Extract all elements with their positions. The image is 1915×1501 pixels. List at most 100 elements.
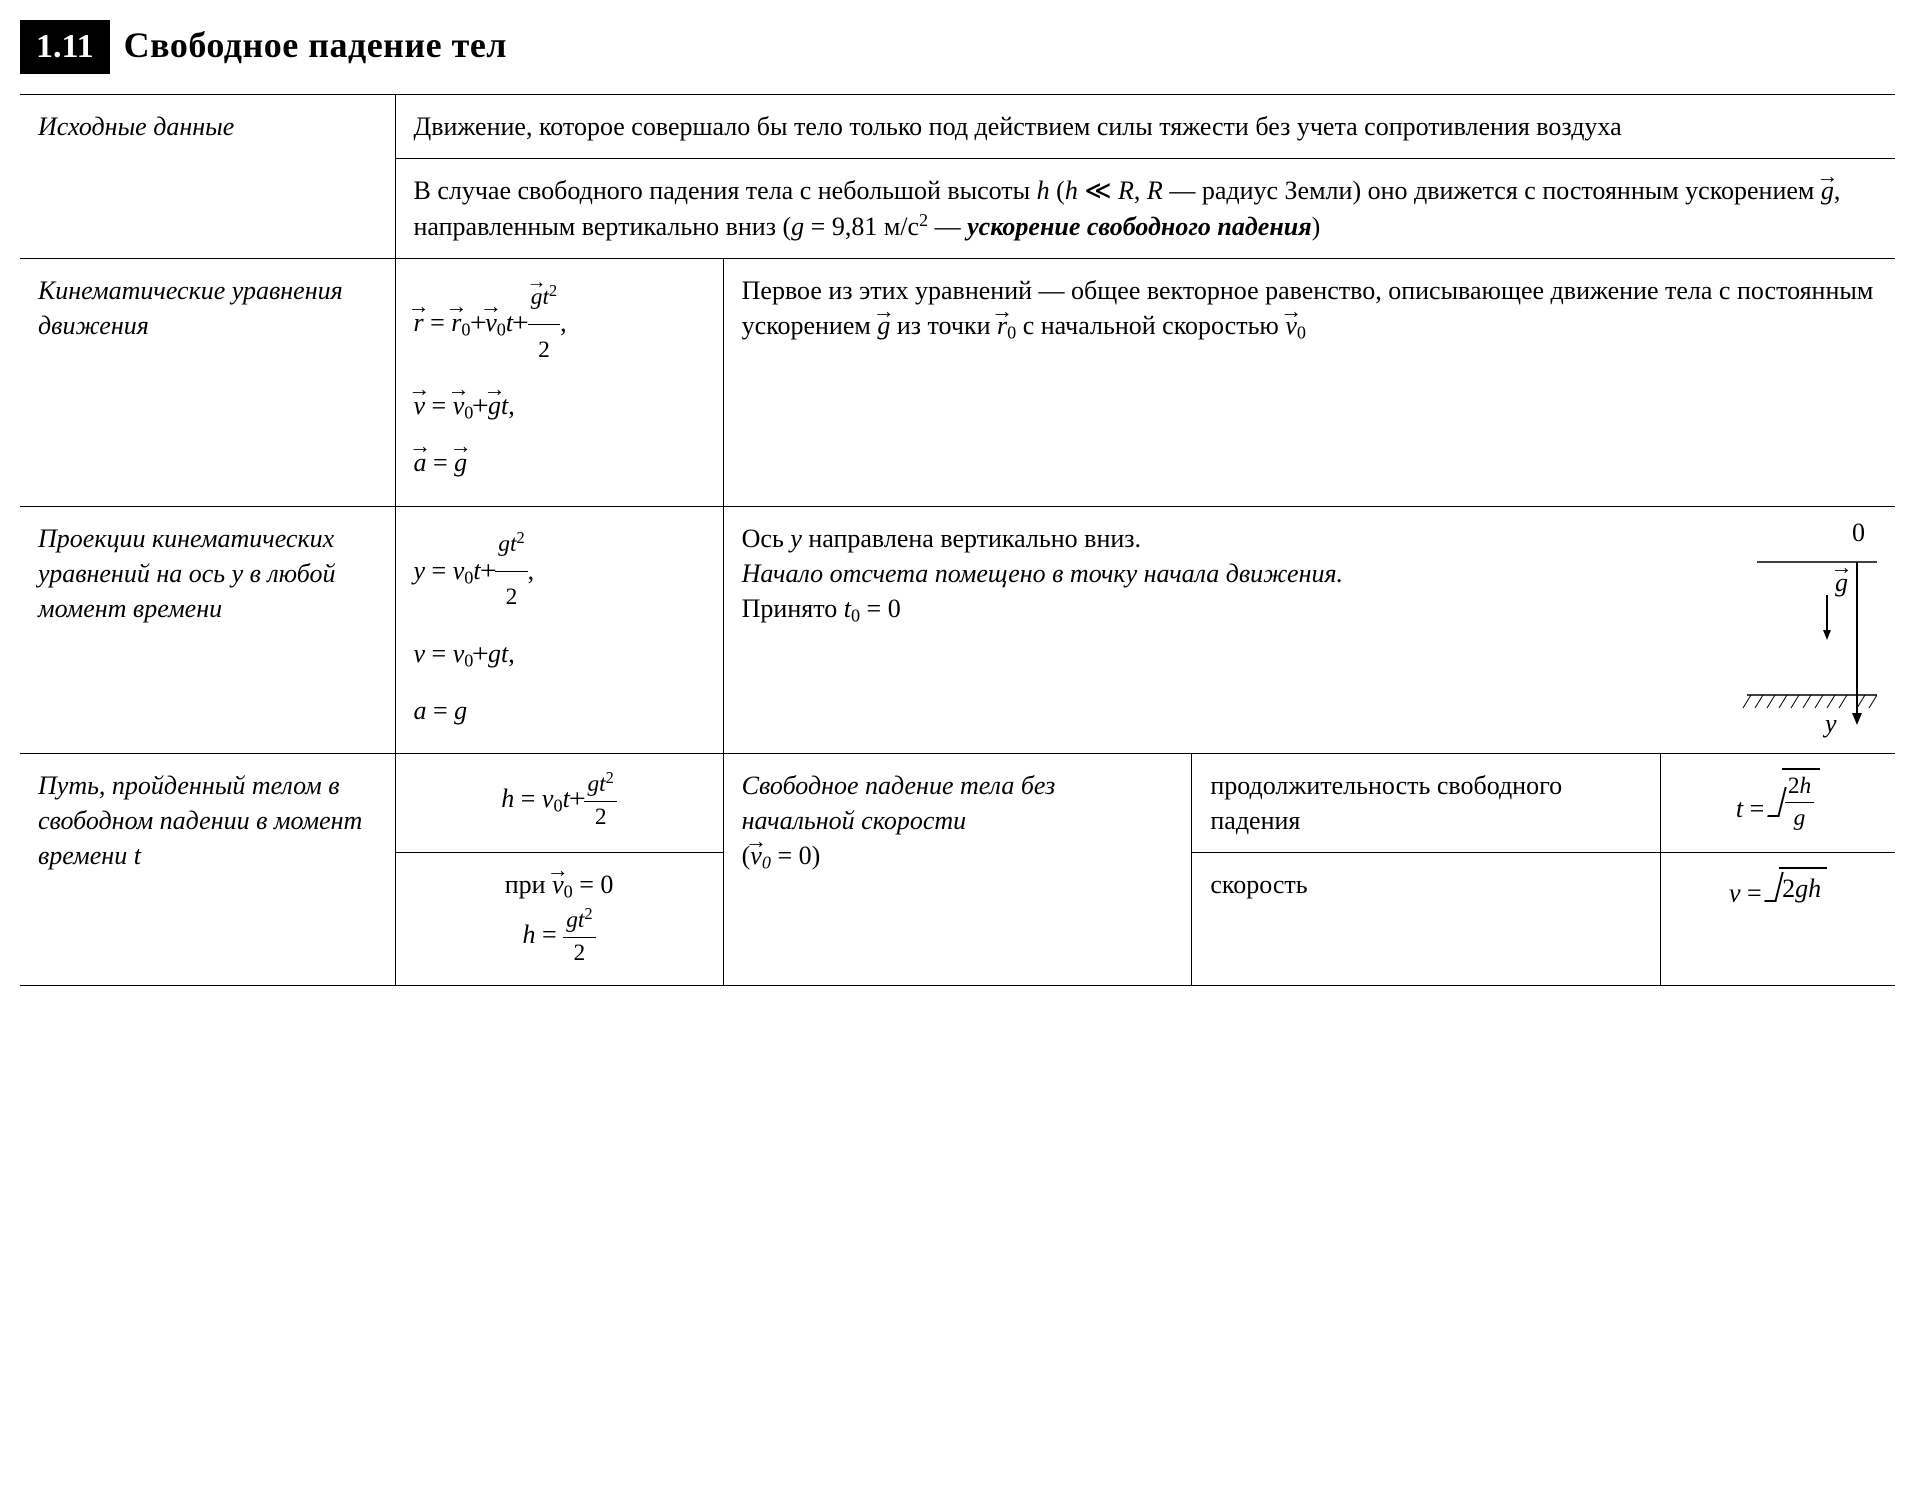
den-2: 2 [495,572,527,623]
row4-sub1-eq: t = 2hg [1661,753,1895,852]
row2-desc: Первое из этих уравнений — общее векторн… [723,259,1895,506]
op-eq: = [427,696,455,725]
vec-g: g [488,377,501,434]
text: , [1134,176,1147,205]
row1-def-b: В случае свободного падения тела с небол… [395,158,1895,258]
op-eq: = [1743,794,1771,823]
row4-eq-a: h = v0t + gt22 [395,753,723,852]
vec-v0: v [485,294,497,351]
row1-head: Исходные данные [20,94,395,258]
op-plus: + [569,781,586,816]
row2-equations: r = r0 + v0t + gt22, v = v0 + gt, a = g [395,259,723,506]
den-2: 2 [563,938,595,970]
frac: 2hg [1785,771,1814,835]
var-h: h [1037,176,1050,205]
var-g: g [1795,874,1808,903]
num-0: 0 [600,870,613,899]
op-eq: = [425,556,453,585]
var-g: g [566,907,578,933]
op-much-less: ≪ [1078,176,1118,205]
op-plus: + [479,542,496,599]
sub-0: 0 [464,567,473,587]
vec-g: g [877,308,890,343]
axis-svg [1727,550,1877,730]
var-g: g [791,212,804,241]
den-2: 2 [528,325,560,376]
var-h: h [1800,773,1812,799]
sup-2: 2 [919,210,928,230]
frac: gt22 [584,767,616,833]
text: Ось [742,524,791,553]
text: = 9,81 м/с [804,212,919,241]
vec-a: a [414,434,427,491]
var-g: g [454,696,467,725]
diag-zero: 0 [1852,518,1865,547]
var-y: y [414,556,426,585]
text: = 0 [860,594,901,623]
var-v: v [1729,879,1741,908]
vec-v0: v [750,838,762,873]
den-g: g [1785,803,1814,835]
text-italic: Начало отсчета помещено в точку начала д… [742,559,1343,588]
var-h: h [1065,176,1078,205]
vec-v0: v [1285,308,1297,343]
sqrt: 2hg [1771,768,1820,836]
row1-def-a: Движение, которое совершало бы тело толь… [395,94,1895,158]
row4-sub2-eq: v = 2gh [1661,853,1895,985]
comma: , [528,556,535,585]
sup-2: 2 [606,768,614,787]
section-title: Свободное падение тел [124,21,507,70]
op-eq: = [536,920,564,949]
op-eq: = [514,784,542,813]
row2-head: Кинематические уравнения движения [20,259,395,506]
section-header: 1.11 Свободное падение тел [20,20,1895,74]
row4-head: Путь, пройденный телом в свободном паден… [20,753,395,985]
text: Принято [742,594,844,623]
row3-equations: y = v0t + gt22, v = v0 + gt, a = g [395,506,723,753]
op-eq: = [425,639,453,668]
row3-desc: Ось y направлена вертикально вниз. Начал… [723,506,1895,753]
op-eq: = [1741,879,1769,908]
num-2: 2 [1788,773,1800,799]
vec-v0: v [552,867,564,902]
sup-2: 2 [516,528,524,547]
row4-sub1-label: продолжительность свободного падения [1192,753,1661,852]
sup-2: 2 [549,281,557,300]
text: Путь, пройденный телом в свободном паден… [38,771,362,870]
frac: gt22 [528,272,560,376]
var-a: a [414,696,427,725]
var-h: h [501,784,514,813]
text: при [505,870,552,899]
var-v: v [414,639,426,668]
row4-middle: Свободное падение тела без начальной ско… [723,753,1192,985]
vec-r0: r [451,294,461,351]
vec-r0: r [997,308,1007,343]
diag-y: y [1825,709,1837,738]
var-t0: t [844,594,851,623]
comma: , [560,308,567,337]
sqrt: 2gh [1768,867,1827,906]
text: ( [1056,176,1065,205]
vec-g: g [454,434,467,491]
text: — [928,212,967,241]
axis-diagram: 0 [1727,515,1877,739]
var-v0: v [453,639,465,668]
comma: , [508,639,515,668]
text: из точки [890,311,997,340]
diag-g: g [1835,565,1848,600]
vec-g: g [531,272,543,323]
frac: gt22 [495,519,527,623]
var-g: g [498,531,510,557]
vec-r: r [414,294,424,351]
var-g: g [488,639,501,668]
frac: gt22 [563,903,595,969]
var-h: h [523,920,536,949]
sub-0: 0 [553,796,562,816]
text: ) [1312,212,1321,241]
op-eq: = [573,870,601,899]
num-2: 2 [1782,874,1795,903]
text: с начальной скоростью [1016,311,1285,340]
var-R: R [1118,176,1134,205]
var-v0: v [542,784,554,813]
text-italic: Свободное падение тела без начальной ско… [742,771,1056,835]
